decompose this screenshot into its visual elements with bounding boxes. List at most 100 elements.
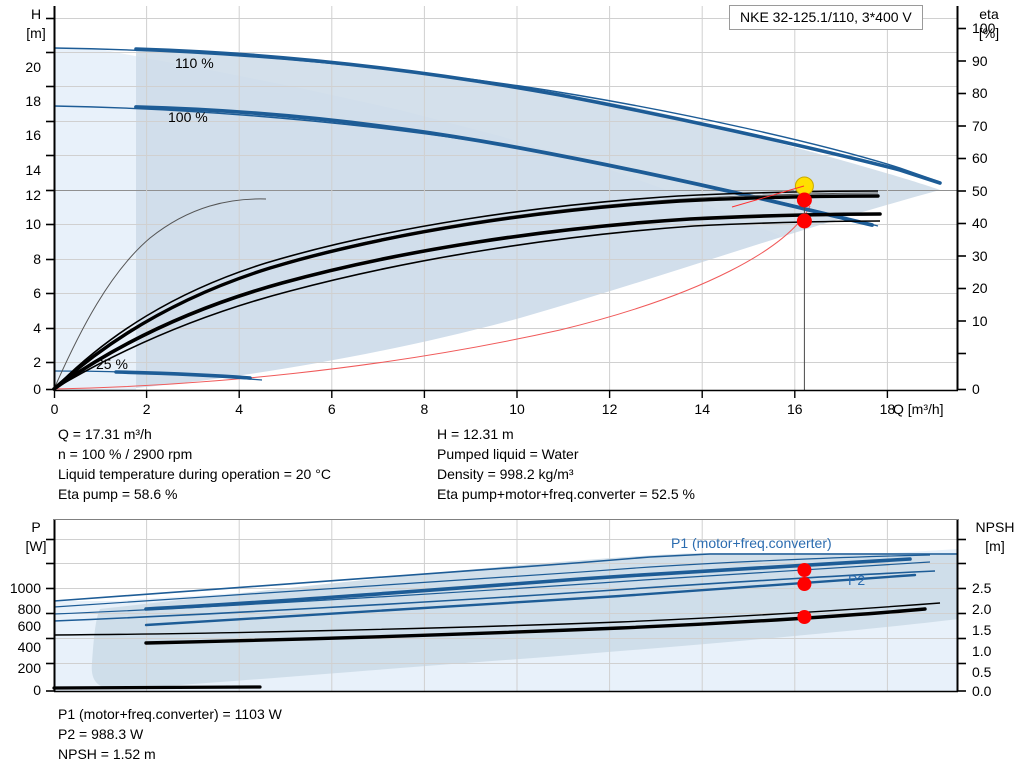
- bottom-right-tick-20: 2.0: [972, 601, 992, 617]
- bottom-left-tick-600: 600: [18, 618, 42, 634]
- h-curve-25-thick: [114, 370, 252, 380]
- top-left-axis-name: H: [31, 6, 41, 22]
- curve-label-110: 110 %: [175, 55, 214, 71]
- top-x-tick-10: 10: [509, 401, 525, 417]
- npsh-curve-duty: [144, 607, 927, 645]
- top-x-tick-2: 2: [143, 401, 151, 417]
- top-x-tick-0: 0: [51, 401, 59, 417]
- bottom-left-tick-1000: 1000: [10, 580, 41, 596]
- top-left-tick-20: 20: [25, 59, 41, 75]
- top-right-tick-80: 80: [972, 85, 988, 101]
- eta-pump-curve-outline-upper: [53, 190, 879, 390]
- bottom-right-tick-25: 2.5: [972, 580, 992, 596]
- h-curve-110-thick: [134, 47, 942, 185]
- bottom-left-tick-0: 0: [33, 682, 41, 698]
- top-left-tick-18: 18: [25, 93, 41, 109]
- top-left-tick-10: 10: [25, 216, 41, 232]
- top-left-tick-6: 6: [33, 285, 41, 301]
- top-right-tick-20: 20: [972, 280, 988, 296]
- top-x-tick-12: 12: [602, 401, 618, 417]
- top-left-tick-4: 4: [33, 320, 41, 336]
- duty-marker-npsh[interactable]: [797, 610, 812, 624]
- info-left-n: n = 100 % / 2900 rpm: [58, 446, 193, 462]
- curve-label-100: 100 %: [168, 109, 208, 125]
- eta-total-curve-outline-lower: [53, 220, 881, 390]
- p-curve-25: [52, 685, 262, 690]
- bottom-right-tick-00: 0.0: [972, 683, 992, 699]
- bottom-left-tick-200: 200: [18, 660, 42, 676]
- npsh-curve-upper: [53, 602, 941, 636]
- top-right-tick-30: 30: [972, 248, 988, 264]
- power-npsh-chart: 1000 800 600 400 200 0 P [W] 2.5 2.0 1.5…: [10, 519, 1015, 699]
- info-left-eta: Eta pump = 58.6 %: [58, 486, 178, 502]
- bottom-left-tick-400: 400: [18, 639, 42, 655]
- top-right-tick-90: 90: [972, 53, 988, 69]
- top-right-tick-40: 40: [972, 215, 988, 231]
- info-bottom-npsh: NPSH = 1.52 m: [58, 746, 156, 762]
- top-x-tick-4: 4: [235, 401, 243, 417]
- p1-curve-100-thin: [53, 561, 931, 615]
- info-right-etatot: Eta pump+motor+freq.converter = 52.5 %: [437, 486, 695, 502]
- duty-point-red-leader: [731, 185, 805, 208]
- duty-info-right-column: H = 12.31 m Pumped liquid = Water Densit…: [437, 424, 695, 504]
- top-x-axis-label: Q [m³/h]: [893, 401, 944, 417]
- top-left-tick-14: 14: [25, 162, 41, 178]
- bottom-left-tick-800: 800: [18, 601, 42, 617]
- bottom-left-axis-ticks: 1000 800 600 400 200 0: [10, 538, 54, 698]
- top-right-tick-70: 70: [972, 118, 988, 134]
- duty-marker-p2[interactable]: [797, 577, 812, 591]
- top-left-tick-8: 8: [33, 251, 41, 267]
- top-left-axis-unit: [m]: [26, 25, 45, 41]
- bottom-left-axis-unit: [W]: [26, 538, 47, 554]
- top-x-tick-16: 16: [787, 401, 803, 417]
- top-right-axis-name: eta: [979, 6, 999, 22]
- top-x-tick-6: 6: [328, 401, 336, 417]
- top-right-axis-ticks: 100 90 80 70 60 50 40 30 20 10 0: [958, 20, 996, 397]
- info-right-liquid: Pumped liquid = Water: [437, 446, 579, 462]
- top-x-tick-8: 8: [421, 401, 429, 417]
- npsh-curve-top: [54, 205, 811, 390]
- bottom-right-axis-ticks: 2.5 2.0 1.5 1.0 0.5 0.0: [958, 538, 992, 699]
- top-x-tick-18: 18: [880, 401, 896, 417]
- p2-curve-100: [53, 570, 936, 622]
- info-bottom-p1: P1 (motor+freq.converter) = 1103 W: [58, 706, 282, 722]
- top-left-tick-16: 16: [25, 127, 41, 143]
- model-title: NKE 32-125.1/110, 3*400 V: [729, 5, 923, 30]
- curve-label-25: 25 %: [96, 356, 128, 372]
- info-right-density: Density = 998.2 kg/m³: [437, 466, 574, 482]
- bottom-curve-label-p1: P1 (motor+freq.converter): [671, 535, 832, 551]
- p2-curve-100-thick: [144, 573, 917, 627]
- top-right-tick-50: 50: [972, 183, 988, 199]
- duty-marker-p1[interactable]: [797, 563, 812, 577]
- duty-info-left-column: Q = 17.31 m³/h n = 100 % / 2900 rpm Liqu…: [58, 424, 331, 504]
- eta-total-curve: [52, 212, 882, 391]
- bottom-right-axis-unit: [m]: [985, 538, 1004, 554]
- top-left-tick-2: 2: [33, 354, 41, 370]
- head-efficiency-chart: 20 18 16 14 12 10 8 6 4 2 0 H [m]: [25, 6, 999, 417]
- info-bottom-p2: P2 = 988.3 W: [58, 726, 144, 742]
- top-right-tick-10: 10: [972, 313, 988, 329]
- top-left-tick-12: 12: [25, 187, 41, 203]
- top-left-tick-0: 0: [33, 381, 41, 397]
- bottom-right-tick-15: 1.5: [972, 622, 992, 638]
- duty-marker-eta-pump[interactable]: [796, 192, 812, 208]
- bottom-right-tick-10: 1.0: [972, 643, 992, 659]
- bottom-right-tick-05: 0.5: [972, 664, 992, 680]
- bottom-curve-label-p2: P2: [848, 572, 865, 588]
- duty-marker-eta-total[interactable]: [796, 213, 812, 229]
- info-left-temp: Liquid temperature during operation = 20…: [58, 466, 331, 482]
- top-left-axis-ticks: 20 18 16 14 12 10 8 6 4 2 0: [25, 17, 54, 397]
- bottom-left-axis-name: P: [31, 519, 40, 535]
- top-x-tick-14: 14: [694, 401, 710, 417]
- p1-curve-100-thick: [144, 557, 912, 611]
- info-right-h: H = 12.31 m: [437, 426, 514, 442]
- envelope-main-lower: [136, 186, 958, 390]
- duty-info-bottom: P1 (motor+freq.converter) = 1103 W P2 = …: [58, 704, 282, 764]
- top-x-axis-ticks: 0 2 4 6 8 10 12 14 16 18: [51, 390, 896, 417]
- top-right-axis-unit: [%]: [979, 25, 999, 41]
- bottom-right-axis-name: NPSH: [976, 519, 1015, 535]
- info-left-q: Q = 17.31 m³/h: [58, 426, 152, 442]
- top-right-tick-0: 0: [972, 381, 980, 397]
- eta-curve-25-reference: [53, 198, 267, 390]
